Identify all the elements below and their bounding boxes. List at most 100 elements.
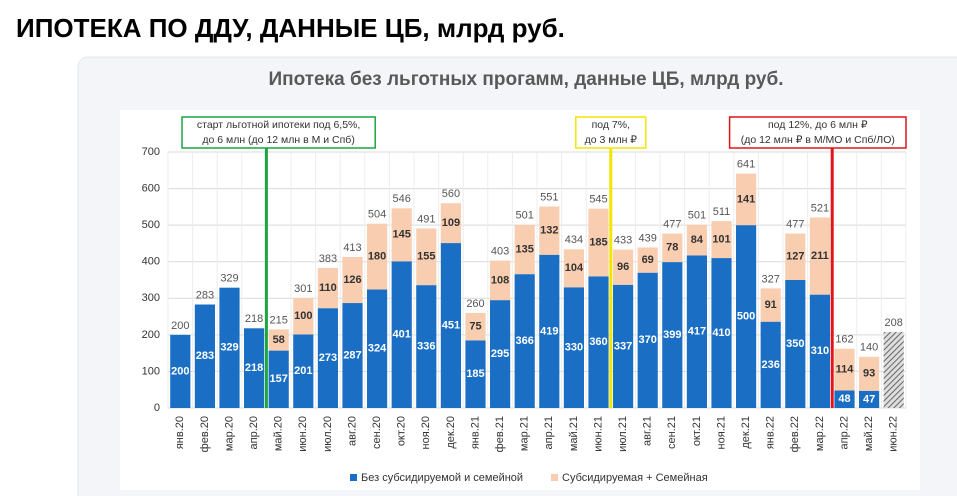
total-label: 283 [196, 289, 214, 301]
value-label: 114 [836, 364, 855, 376]
bar-segment [342, 303, 363, 408]
x-tick-label: окт.21 [691, 416, 703, 446]
x-tick-label: фев.22 [789, 416, 801, 452]
total-label: 329 [220, 273, 238, 285]
bar-segment [244, 328, 265, 408]
bar-segment [490, 260, 511, 301]
bar-segment [317, 267, 338, 309]
x-tick-label: мар.20 [223, 416, 235, 451]
bar-segment [514, 224, 535, 275]
total-label: 551 [540, 191, 558, 203]
bar-segment [686, 255, 707, 408]
y-tick-label: 0 [154, 402, 160, 414]
bar-segment [539, 206, 560, 255]
value-label: 211 [811, 250, 829, 262]
total-label: 215 [270, 314, 288, 326]
y-tick-label: 300 [142, 292, 160, 304]
bar-segment [514, 274, 535, 408]
value-label: 417 [688, 326, 706, 338]
value-label: 78 [666, 242, 678, 254]
total-label: 545 [589, 194, 607, 206]
bar-segment [637, 247, 658, 273]
x-tick-label: янв.21 [469, 416, 481, 449]
y-tick-label: 400 [142, 256, 160, 268]
total-label: 511 [713, 206, 731, 218]
bar-segment [440, 243, 461, 408]
value-label: 185 [466, 368, 484, 380]
total-label: 218 [245, 313, 263, 325]
bar-segment [293, 297, 314, 335]
value-label: 126 [343, 274, 361, 286]
total-label: 501 [516, 210, 534, 222]
bar-segment [859, 390, 880, 408]
bar-segment [268, 350, 289, 408]
x-tick-label: июл.21 [617, 416, 629, 452]
legend-label: Без субсидируемой и семейной [361, 472, 523, 484]
bar-segment [465, 340, 486, 408]
value-label: 283 [196, 350, 214, 362]
value-label: 273 [319, 352, 337, 364]
annotation-text: (до 12 млн ₽ в М/МО и Спб/ЛО) [741, 134, 895, 146]
bar-segment [613, 249, 634, 285]
x-tick-label: окт.20 [396, 416, 408, 446]
bar-segment [268, 329, 289, 351]
annotation-text: до 3 млн ₽ [585, 134, 638, 146]
bar-segment [859, 356, 880, 391]
bar-segment [588, 276, 609, 408]
bar-segment [317, 308, 338, 408]
bar-segment [809, 217, 830, 295]
x-tick-label: июн.22 [888, 416, 900, 452]
x-tick-label: июл.20 [322, 416, 334, 452]
value-label: 185 [589, 236, 607, 248]
y-tick-label: 500 [142, 219, 160, 231]
legend-label: Субсидируемая + Семейная [562, 472, 708, 484]
value-label: 93 [863, 368, 875, 380]
value-label: 84 [691, 234, 704, 246]
bar-segment [416, 228, 437, 286]
bar-segment [588, 208, 609, 277]
forecast-bar [883, 331, 904, 408]
annotation-box [728, 116, 907, 149]
bar-segment [563, 249, 584, 288]
bar-segment [465, 312, 486, 341]
value-label: 110 [319, 282, 337, 294]
annotation-text: старт льготной ипотеки под 6,5%, [197, 119, 360, 131]
legend-swatch [350, 474, 357, 481]
value-label: 329 [220, 342, 238, 354]
bar-segment [637, 272, 658, 408]
bar-segment [662, 262, 683, 408]
value-label: 401 [393, 329, 411, 341]
total-label: 521 [811, 202, 829, 214]
x-tick-label: дек.21 [740, 416, 752, 449]
total-label: 501 [688, 210, 706, 222]
value-label: 324 [368, 343, 387, 355]
bar-segment [686, 224, 707, 256]
total-label: 403 [491, 246, 509, 258]
total-label: 200 [171, 320, 189, 332]
value-label: 287 [343, 349, 361, 361]
value-label: 200 [171, 365, 189, 377]
total-label: 260 [466, 298, 484, 310]
bar-segment [391, 208, 412, 262]
total-label: 433 [614, 235, 632, 247]
x-tick-label: янв.22 [765, 416, 777, 449]
value-label: 109 [442, 217, 460, 229]
bar-segment [809, 294, 830, 408]
bar-segment [711, 258, 732, 408]
x-tick-label: июн.21 [592, 416, 604, 452]
bar-segment [219, 287, 240, 408]
value-label: 451 [442, 319, 460, 331]
bar-segment [490, 300, 511, 408]
value-label: 370 [639, 334, 657, 346]
x-tick-label: фев.21 [494, 416, 506, 452]
total-label: 560 [442, 188, 460, 200]
x-tick-label: июн.20 [297, 416, 309, 452]
value-label: 330 [565, 342, 583, 354]
x-tick-label: сен.20 [371, 416, 383, 449]
x-tick-label: ноя.21 [715, 416, 727, 449]
x-tick-label: апр.22 [838, 416, 850, 449]
total-label: 439 [639, 232, 657, 244]
bar-segment [834, 390, 855, 408]
